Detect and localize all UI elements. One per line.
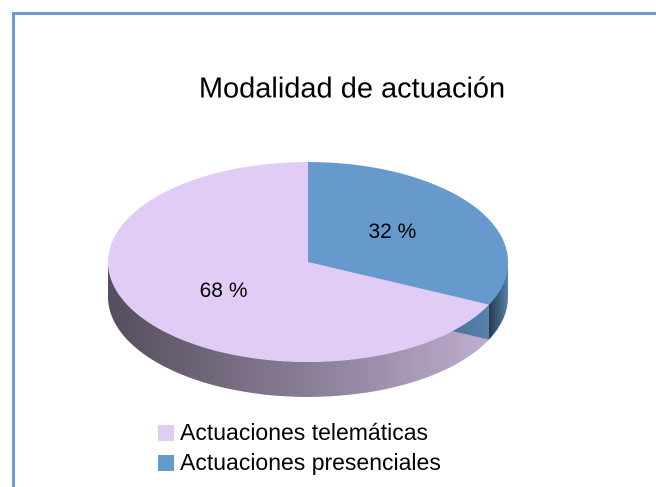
frame-left <box>12 12 15 487</box>
legend-swatch <box>158 455 174 471</box>
data-label: 32 % <box>368 220 416 243</box>
wall-shade <box>488 262 508 340</box>
chart-title: Modalidad de actuación <box>199 73 505 105</box>
slice <box>108 162 489 362</box>
frame-top <box>12 12 656 15</box>
wall-shade <box>108 262 489 397</box>
slice <box>308 162 509 305</box>
legend-label: Actuaciones telemáticas <box>180 419 428 445</box>
legend-swatch <box>158 425 174 441</box>
legend-label: Actuaciones presenciales <box>180 449 441 475</box>
data-label: 68 % <box>200 279 248 302</box>
